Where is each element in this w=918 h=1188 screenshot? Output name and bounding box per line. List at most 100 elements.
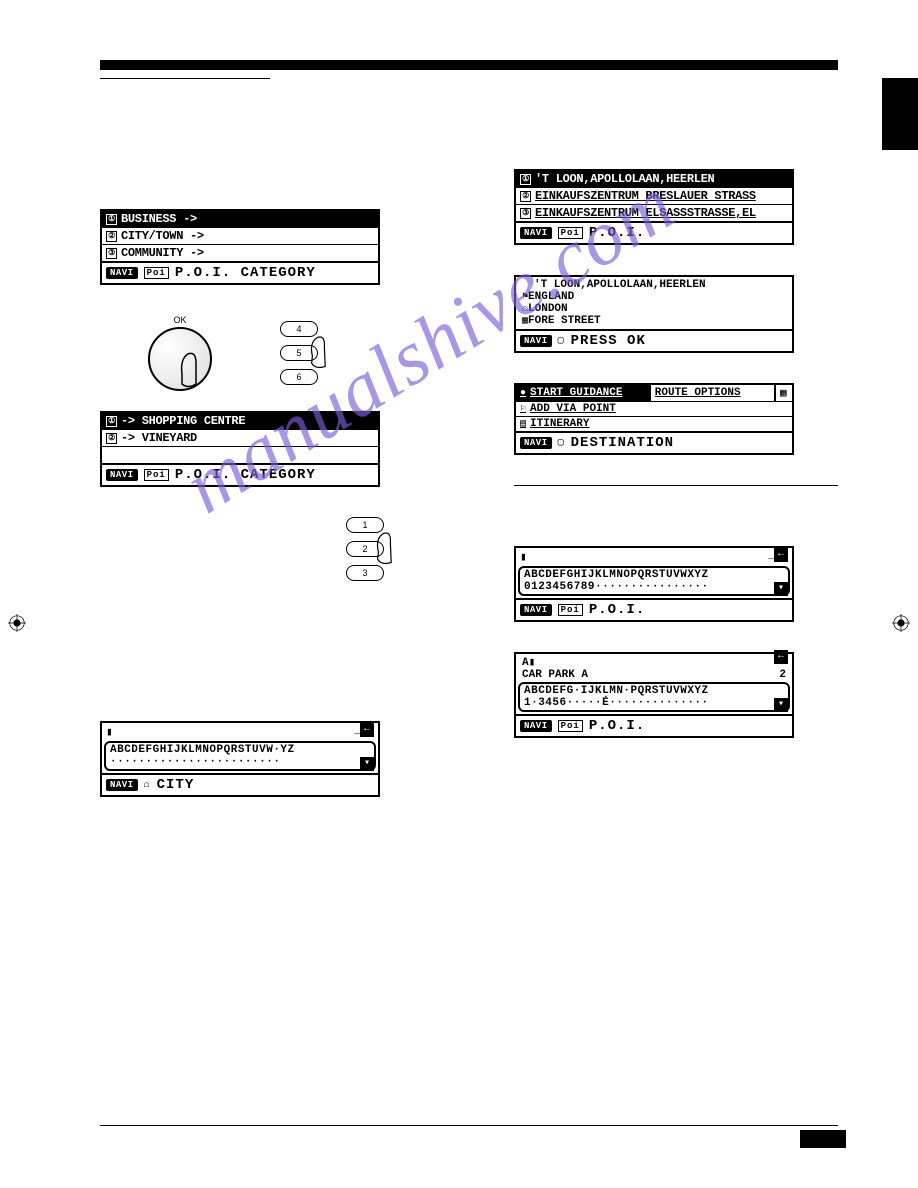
down-arrow-icon[interactable]: ▾ bbox=[360, 757, 374, 771]
dot-icon: ● bbox=[520, 388, 526, 399]
digits-row: 1·3456·····É·············· bbox=[524, 697, 784, 709]
ok-dial: OK bbox=[140, 315, 220, 391]
match-label: CAR PARK A bbox=[522, 669, 588, 681]
cursor-icon: ▮ bbox=[520, 550, 527, 564]
blank-cell bbox=[654, 402, 792, 417]
keyboard-grid[interactable]: ABCDEFG·IJKLMN·PQRSTUVWXYZ 1·3456·····É·… bbox=[518, 682, 790, 712]
screen-poi-category-2: ①-> SHOPPING CENTRE ②-> VINEYARD NAVI Po… bbox=[100, 411, 380, 487]
screen-footer: NAVI Poi P.O.I. bbox=[516, 598, 792, 620]
list-item[interactable]: ①BUSINESS -> bbox=[102, 211, 378, 228]
list-item[interactable]: ③ COMMUNITY -> bbox=[102, 245, 378, 261]
list-item[interactable]: ②EINKAUFSZENTRUM BRESLAUER STRASS bbox=[516, 188, 792, 205]
down-arrow-icon[interactable]: ▾ bbox=[774, 582, 788, 596]
back-arrow-icon[interactable]: ← bbox=[360, 723, 374, 737]
page-number-box bbox=[800, 1130, 846, 1148]
start-guidance-button[interactable]: ●START GUIDANCE bbox=[516, 385, 651, 402]
button-label: ITINERARY bbox=[530, 418, 589, 430]
alphabet-row: ABCDEFGHIJKLMNOPQRSTUVWXYZ bbox=[524, 569, 784, 581]
list-label: COMMUNITY -> bbox=[121, 246, 204, 260]
navi-badge: NAVI bbox=[106, 779, 138, 791]
address-block: 'T LOON,APOLLOLAAN,HEERLEN ⚑ENGLAND ⌂LON… bbox=[516, 277, 792, 329]
footer-title: P.O.I. CATEGORY bbox=[175, 265, 316, 281]
navi-badge: NAVI bbox=[106, 469, 138, 481]
keyboard-grid[interactable]: ABCDEFGHIJKLMNOPQRSTUVW·YZ ·············… bbox=[104, 741, 376, 771]
footer-title: CITY bbox=[157, 777, 195, 793]
menu-number-icon: ③ bbox=[520, 208, 531, 219]
list-label: 'T LOON,APOLLOLAAN,HEERLEN bbox=[535, 172, 714, 186]
poi-icon: Poi bbox=[558, 604, 583, 616]
list-item[interactable]: ①-> SHOPPING CENTRE bbox=[102, 413, 378, 430]
footer-title: P.O.I. bbox=[589, 718, 645, 734]
alphabet-row: ABCDEFG·IJKLMN·PQRSTUVWXYZ bbox=[524, 685, 784, 697]
list-item[interactable]: ②-> VINEYARD bbox=[102, 430, 378, 447]
button-label: ADD VIA POINT bbox=[530, 403, 616, 415]
calculator-icon[interactable]: ▦ bbox=[774, 385, 792, 402]
screen-poi-keyboard-2: A▮ CAR PARK A2 ← ABCDEFG·IJKLMN·PQRSTUVW… bbox=[514, 652, 794, 738]
address-line: ENGLAND bbox=[528, 291, 574, 303]
screen-footer: NAVI Poi P.O.I. bbox=[516, 714, 792, 736]
footer-title: DESTINATION bbox=[571, 435, 674, 451]
screen-destination: ●START GUIDANCE ROUTE OPTIONS ▦ ⚐ ADD VIA… bbox=[514, 383, 794, 455]
ok-label: OK bbox=[140, 315, 220, 325]
menu-number-icon: ③ bbox=[106, 248, 117, 259]
list-item bbox=[102, 447, 378, 463]
right-column: ① 'T LOON,APOLLOLAAN,HEERLEN ②EINKAUFSZEN… bbox=[514, 109, 838, 827]
screen-poi-keyboard-1: ▮ ___ ← ABCDEFGHIJKLMNOPQRSTUVWXYZ 01234… bbox=[514, 546, 794, 622]
footer-line bbox=[100, 1125, 838, 1126]
footer-title: PRESS OK bbox=[571, 333, 646, 349]
list-label: CITY/TOWN -> bbox=[121, 229, 204, 243]
footer-title: P.O.I. CATEGORY bbox=[175, 467, 316, 483]
button-label: ROUTE OPTIONS bbox=[655, 387, 741, 399]
via-icon: ⚐ bbox=[520, 403, 526, 415]
input-line: A▮ bbox=[522, 655, 786, 669]
keyboard-grid[interactable]: ABCDEFGHIJKLMNOPQRSTUVWXYZ 0123456789···… bbox=[518, 566, 790, 596]
menu-number-icon: ② bbox=[106, 433, 117, 444]
screen-poi-category-1: ①BUSINESS -> ② CITY/TOWN -> ③ COMMUNITY ->… bbox=[100, 209, 380, 285]
menu-number-icon: ① bbox=[520, 174, 531, 185]
list-item[interactable]: ① 'T LOON,APOLLOLAAN,HEERLEN bbox=[516, 171, 792, 188]
menu-number-icon: ② bbox=[106, 231, 117, 242]
city-icon: ⌂ bbox=[144, 780, 151, 791]
ok-icon: ▢ bbox=[558, 335, 565, 347]
navi-badge: NAVI bbox=[520, 227, 552, 239]
screen-footer: NAVI ▢ PRESS OK bbox=[516, 329, 792, 351]
itinerary-icon: ▤ bbox=[520, 418, 526, 430]
itinerary-button[interactable]: ▤ ITINERARY bbox=[516, 417, 654, 431]
blank-cell bbox=[654, 417, 792, 431]
screen-footer: NAVI ⌂ CITY bbox=[102, 773, 378, 795]
list-label: EINKAUFSZENTRUM ELSASSSTRASSE,EL bbox=[535, 206, 756, 220]
back-arrow-icon[interactable]: ← bbox=[774, 548, 788, 562]
list-item[interactable]: ③ EINKAUFSZENTRUM ELSASSSTRASSE,EL bbox=[516, 205, 792, 221]
down-arrow-icon[interactable]: ▾ bbox=[774, 698, 788, 712]
digits-row: ························ bbox=[110, 756, 370, 768]
menu-number-icon: ① bbox=[106, 416, 117, 427]
list-label: EINKAUFSZENTRUM BRESLAUER STRASS bbox=[535, 189, 756, 203]
poi-icon: Poi bbox=[144, 267, 169, 279]
dial-icon[interactable] bbox=[148, 327, 212, 391]
navi-badge: NAVI bbox=[520, 720, 552, 732]
list-label: BUSINESS -> bbox=[121, 212, 197, 226]
footer-title: P.O.I. bbox=[589, 602, 645, 618]
navi-badge: NAVI bbox=[106, 267, 138, 279]
cursor-icon: ▮ bbox=[106, 725, 113, 739]
screen-footer: NAVI ▢ DESTINATION bbox=[516, 431, 792, 453]
back-arrow-icon[interactable]: ← bbox=[774, 650, 788, 664]
screen-footer: NAVI Poi P.O.I. bbox=[516, 221, 792, 243]
screen-poi-list: ① 'T LOON,APOLLOLAAN,HEERLEN ②EINKAUFSZEN… bbox=[514, 169, 794, 245]
navi-badge: NAVI bbox=[520, 604, 552, 616]
navi-badge: NAVI bbox=[520, 437, 552, 449]
section-divider bbox=[514, 485, 838, 486]
left-column: ①BUSINESS -> ②CITY/TOWN -> ③COMMUNITY ->… bbox=[100, 109, 424, 827]
list-item[interactable]: ② CITY/TOWN -> bbox=[102, 228, 378, 245]
poi-icon: Poi bbox=[558, 720, 583, 732]
route-options-button[interactable]: ROUTE OPTIONS bbox=[651, 385, 774, 402]
finger-icon bbox=[306, 327, 346, 377]
screen-footer: NAVI Poi P.O.I. CATEGORY bbox=[102, 261, 378, 283]
add-via-point-button[interactable]: ⚐ ADD VIA POINT bbox=[516, 402, 654, 417]
number-buttons: 4 5 6 bbox=[280, 321, 318, 385]
controls-illustration: OK 4 5 6 bbox=[140, 315, 424, 391]
number-buttons: 1 2 3 bbox=[346, 517, 384, 581]
kb-entry-row: ▮ ___ bbox=[516, 548, 792, 566]
header-bar bbox=[100, 60, 838, 70]
address-line: LONDON bbox=[528, 303, 568, 315]
